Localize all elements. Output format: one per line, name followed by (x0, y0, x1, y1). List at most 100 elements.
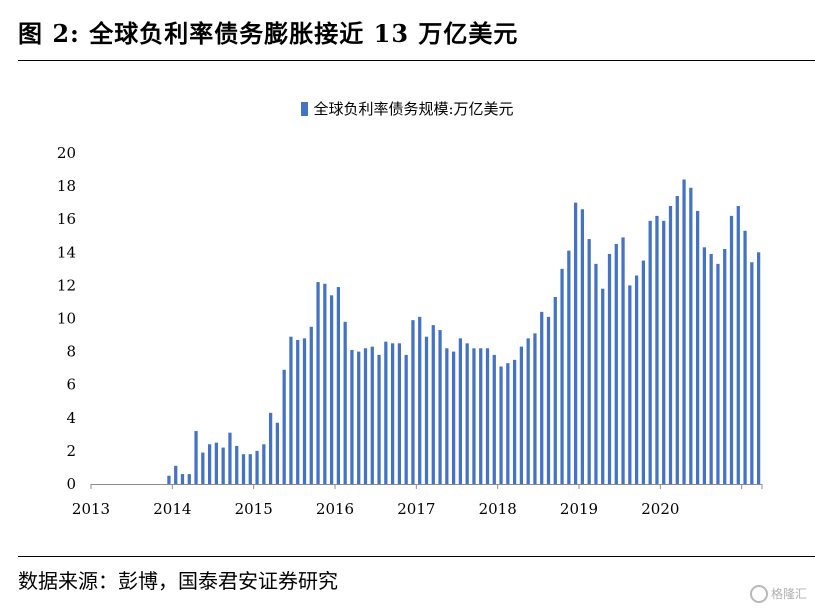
bar (309, 326, 313, 484)
bar (214, 442, 219, 485)
y-tick-label: 20 (57, 144, 76, 162)
y-tick-label: 6 (66, 376, 76, 394)
bar (438, 330, 442, 484)
bar (567, 250, 571, 484)
bar (458, 338, 463, 484)
bar (750, 262, 754, 484)
legend-label: 全球负利率债务规模:万亿美元 (313, 100, 514, 118)
bar (174, 465, 178, 484)
chart-legend: 全球负利率债务规模:万亿美元 (0, 98, 815, 119)
bar (472, 348, 476, 484)
bar (634, 275, 639, 484)
bar (689, 187, 693, 484)
bar (336, 287, 341, 484)
bar (506, 363, 510, 484)
bar (668, 205, 673, 484)
bar (485, 348, 490, 484)
watermark-text: 格隆汇 (770, 586, 807, 601)
bar (540, 311, 544, 484)
bar (675, 196, 679, 484)
bar (255, 450, 259, 484)
bar (397, 343, 402, 484)
x-tick-label: 2016 (316, 500, 354, 518)
bar (235, 445, 239, 484)
bar (316, 282, 320, 484)
bar (560, 268, 564, 484)
bar (499, 366, 503, 484)
y-tick-label: 0 (66, 475, 76, 493)
bar (296, 340, 300, 484)
bar (323, 283, 327, 484)
bar (553, 296, 557, 484)
bar (614, 244, 618, 484)
bar (594, 263, 598, 484)
bar (533, 333, 537, 484)
x-tick-label: 2013 (72, 500, 110, 518)
bar (350, 349, 354, 484)
bar (695, 210, 700, 484)
bar (601, 288, 605, 484)
bar (573, 202, 578, 484)
bar (641, 260, 646, 484)
bar (201, 452, 205, 484)
bar (587, 239, 591, 484)
y-tick-label: 14 (57, 243, 76, 261)
x-tick-label: 2018 (479, 500, 517, 518)
y-tick-label: 8 (66, 343, 76, 361)
bar (228, 432, 232, 484)
bar (377, 354, 381, 484)
bar (607, 253, 612, 484)
bar (418, 316, 422, 484)
x-tick-label: 2020 (641, 500, 679, 518)
bar (167, 475, 171, 484)
bar (526, 338, 530, 484)
bar (756, 252, 761, 484)
legend-swatch (301, 102, 309, 116)
bar (743, 230, 747, 484)
bar (275, 422, 280, 484)
x-tick-label: 2019 (560, 500, 598, 518)
bars (167, 179, 761, 485)
bar (262, 444, 266, 484)
bar (512, 359, 517, 485)
y-tick-label: 16 (57, 210, 76, 228)
bar (519, 346, 524, 484)
bar (384, 341, 388, 484)
bar (268, 412, 273, 484)
bar (723, 248, 727, 484)
bar (302, 338, 307, 484)
source-divider (18, 556, 815, 557)
x-tick-label: 2015 (235, 500, 273, 518)
bar (682, 179, 686, 485)
bar (465, 343, 469, 484)
bar (221, 447, 225, 484)
y-tick-label: 18 (57, 177, 76, 195)
bar (451, 351, 456, 484)
bar (187, 474, 191, 484)
bar (194, 431, 198, 484)
bar (580, 209, 585, 484)
bar (282, 369, 286, 484)
bar (716, 263, 720, 484)
bar (445, 348, 449, 484)
bar (546, 316, 551, 484)
bar (492, 354, 496, 484)
watermark-logo-icon (749, 585, 768, 603)
bar (648, 220, 652, 484)
title-divider (18, 60, 815, 61)
y-tick-label: 2 (66, 442, 76, 460)
bar (424, 336, 429, 484)
bar (431, 325, 435, 484)
y-tick-label: 10 (57, 310, 76, 328)
bar (207, 444, 212, 484)
bar (729, 215, 734, 484)
x-tick-label: 2014 (153, 500, 191, 518)
bar (479, 348, 483, 484)
bar (621, 237, 625, 484)
bar (363, 348, 368, 484)
bar (709, 253, 713, 484)
figure-title: 图 2: 全球负利率债务膨胀接近 13 万亿美元 (18, 19, 519, 48)
bar (411, 320, 415, 484)
source-note: 数据来源：彭博，国泰君安证券研究 (18, 569, 338, 593)
